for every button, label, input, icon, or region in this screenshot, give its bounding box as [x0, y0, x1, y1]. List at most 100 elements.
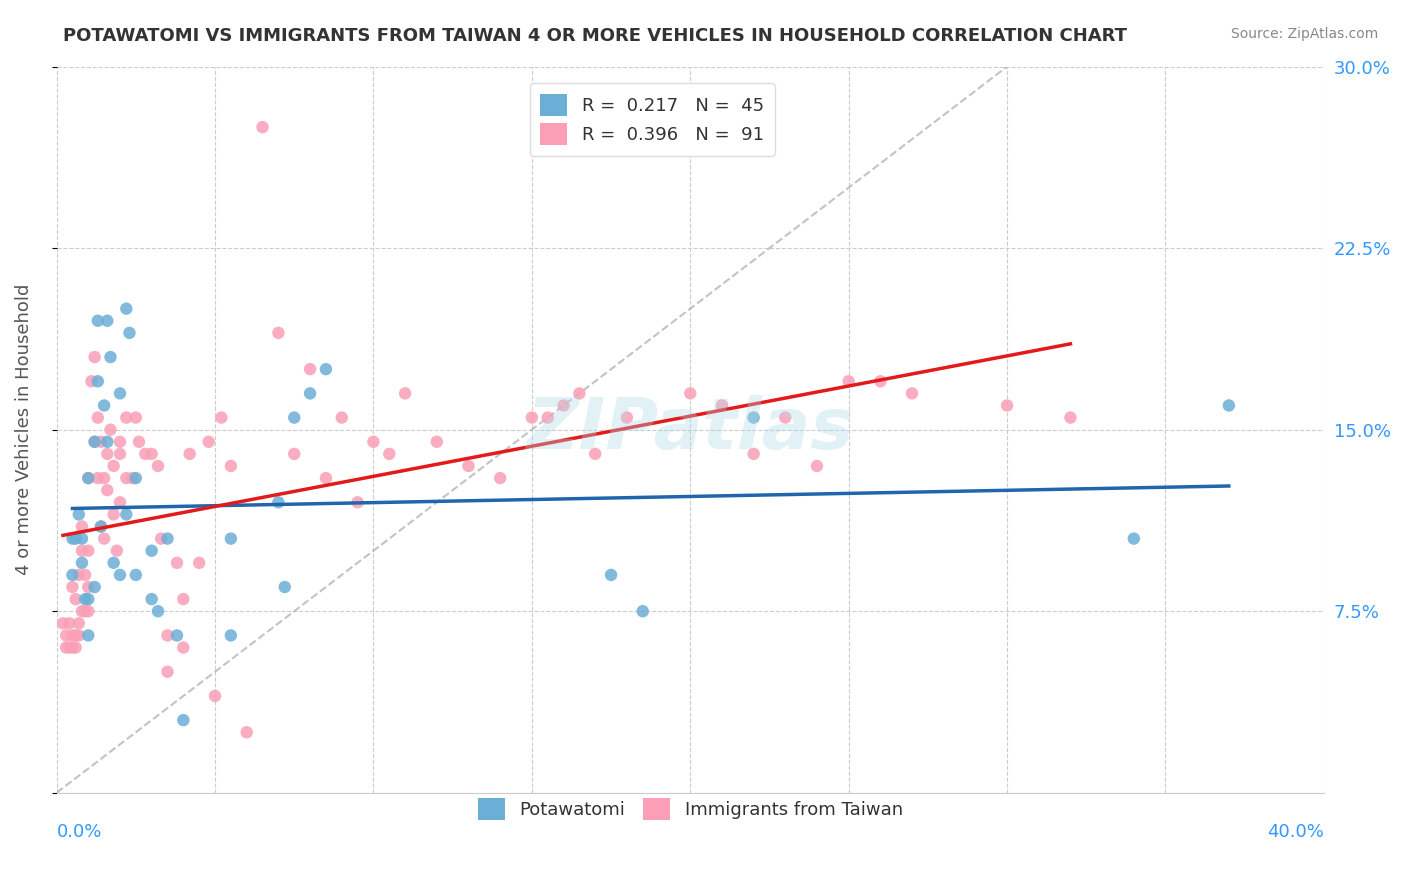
Point	[204, 689, 226, 703]
Text: ZIPatlas: ZIPatlas	[527, 395, 853, 464]
Point	[108, 447, 131, 461]
Point	[141, 543, 163, 558]
Point	[128, 434, 150, 449]
Point	[252, 120, 274, 135]
Point	[62, 580, 84, 594]
Point	[146, 604, 169, 618]
Point	[995, 399, 1018, 413]
Point	[838, 374, 860, 388]
Point	[58, 616, 80, 631]
Point	[156, 532, 179, 546]
Point	[426, 434, 449, 449]
Point	[330, 410, 353, 425]
Point	[600, 568, 623, 582]
Point	[616, 410, 638, 425]
Point	[100, 423, 122, 437]
Point	[283, 410, 305, 425]
Point	[219, 458, 242, 473]
Point	[235, 725, 257, 739]
Point	[457, 458, 479, 473]
Point	[146, 458, 169, 473]
Point	[108, 386, 131, 401]
Point	[108, 495, 131, 509]
Point	[103, 508, 125, 522]
Text: 0.0%: 0.0%	[56, 823, 103, 841]
Text: Source: ZipAtlas.com: Source: ZipAtlas.com	[1230, 27, 1378, 41]
Point	[65, 628, 87, 642]
Point	[87, 410, 110, 425]
Point	[710, 399, 733, 413]
Point	[67, 616, 90, 631]
Point	[87, 314, 110, 328]
Point	[315, 362, 337, 376]
Point	[150, 532, 173, 546]
Point	[90, 519, 112, 533]
Point	[115, 410, 138, 425]
Point	[62, 568, 84, 582]
Point	[58, 640, 80, 655]
Point	[77, 471, 100, 485]
Point	[96, 314, 118, 328]
Point	[67, 508, 90, 522]
Point	[62, 532, 84, 546]
Point	[775, 410, 797, 425]
Text: POTAWATOMI VS IMMIGRANTS FROM TAIWAN 4 OR MORE VEHICLES IN HOUSEHOLD CORRELATION: POTAWATOMI VS IMMIGRANTS FROM TAIWAN 4 O…	[63, 27, 1128, 45]
Point	[283, 447, 305, 461]
Point	[83, 580, 105, 594]
Point	[87, 471, 110, 485]
Point	[93, 532, 115, 546]
Point	[108, 434, 131, 449]
Point	[1218, 399, 1240, 413]
Point	[869, 374, 891, 388]
Point	[1059, 410, 1081, 425]
Point	[172, 713, 194, 727]
Point	[197, 434, 219, 449]
Point	[115, 471, 138, 485]
Point	[118, 326, 141, 340]
Point	[901, 386, 924, 401]
Point	[103, 556, 125, 570]
Point	[75, 592, 97, 607]
Point	[105, 543, 128, 558]
Point	[537, 410, 560, 425]
Point	[568, 386, 591, 401]
Point	[156, 665, 179, 679]
Point	[166, 628, 188, 642]
Point	[346, 495, 368, 509]
Point	[90, 434, 112, 449]
Point	[67, 628, 90, 642]
Point	[77, 471, 100, 485]
Point	[52, 616, 75, 631]
Point	[172, 640, 194, 655]
Point	[299, 386, 322, 401]
Point	[77, 604, 100, 618]
Y-axis label: 4 or more Vehicles in Household: 4 or more Vehicles in Household	[15, 284, 32, 575]
Point	[267, 495, 290, 509]
Point	[742, 447, 765, 461]
Point	[62, 628, 84, 642]
Point	[96, 483, 118, 498]
Point	[83, 434, 105, 449]
Point	[489, 471, 512, 485]
Point	[65, 532, 87, 546]
Point	[121, 471, 143, 485]
Point	[125, 471, 148, 485]
Point	[87, 374, 110, 388]
Point	[115, 508, 138, 522]
Point	[108, 568, 131, 582]
Point	[90, 519, 112, 533]
Point	[363, 434, 385, 449]
Point	[77, 592, 100, 607]
Point	[55, 628, 77, 642]
Point	[70, 532, 93, 546]
Point	[55, 640, 77, 655]
Point	[80, 374, 103, 388]
Point	[679, 386, 702, 401]
Point	[125, 410, 148, 425]
Point	[65, 592, 87, 607]
Point	[83, 350, 105, 364]
Point	[394, 386, 416, 401]
Point	[274, 580, 297, 594]
Point	[209, 410, 232, 425]
Point	[100, 350, 122, 364]
